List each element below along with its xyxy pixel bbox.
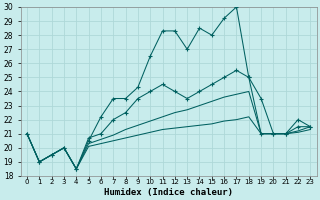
X-axis label: Humidex (Indice chaleur): Humidex (Indice chaleur) xyxy=(104,188,233,197)
